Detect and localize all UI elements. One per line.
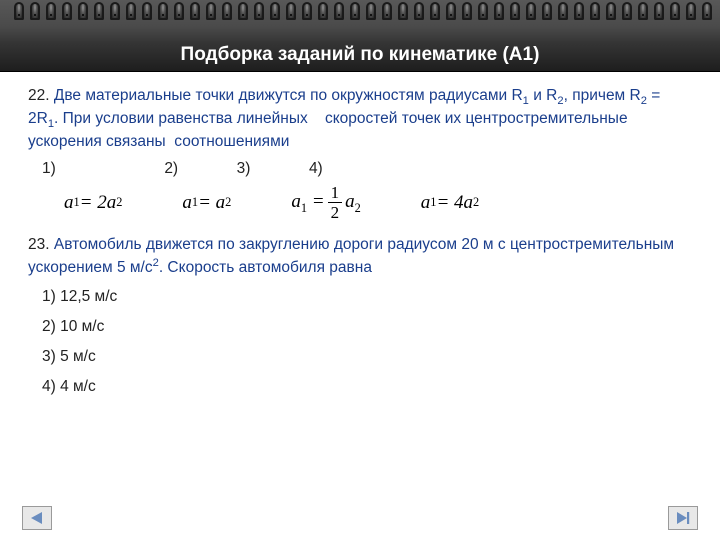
question-22: 22. Две материальные точки движутся по о… (28, 86, 692, 153)
q22-option-labels: 1) 2) 3) 4) (42, 159, 692, 180)
q23-number: 23. (28, 236, 50, 253)
q22-label-4: 4) (309, 159, 323, 180)
fraction-num: 1 (328, 184, 343, 203)
page-title: Подборка заданий по кинематике (А1) (0, 44, 720, 66)
q22-body: Две материальные точки движутся по окруж… (28, 87, 660, 150)
q22-eq-4: a1 = 4a2 (421, 190, 479, 216)
q23-opt-2: 2) 10 м/с (42, 317, 692, 338)
q22-label-1: 1) (42, 159, 160, 180)
q22-label-2: 2) (164, 159, 232, 180)
q22-label-3: 3) (237, 159, 305, 180)
q23-body: Автомобиль движется по закруглению дорог… (28, 236, 674, 276)
q23-opt-1: 1) 12,5 м/с (42, 287, 692, 308)
triangle-left-icon (30, 511, 44, 525)
q22-eq-2: a1 = a2 (182, 190, 231, 216)
q22-eq-3: a1 = 1 2 a2 (291, 184, 360, 221)
triangle-right-bar-icon (675, 511, 691, 525)
fraction-den: 2 (328, 203, 343, 221)
q23-options: 1) 12,5 м/с 2) 10 м/с 3) 5 м/с 4) 4 м/с (42, 287, 692, 398)
q22-eq-3-lhs: a1 = (291, 189, 324, 216)
q22-number: 22. (28, 87, 50, 104)
q22-eq-3-rhs: a2 (345, 189, 361, 216)
q23-opt-4: 4) 4 м/с (42, 377, 692, 398)
fraction: 1 2 (328, 184, 343, 221)
question-23: 23. Автомобиль движется по закруглению д… (28, 235, 692, 279)
prev-button[interactable] (22, 506, 52, 530)
spiral-binding (0, 0, 720, 20)
content-area: 22. Две материальные точки движутся по о… (0, 72, 720, 398)
q22-eq-1: a1 = 2a2 (64, 190, 122, 216)
q23-opt-3: 3) 5 м/с (42, 347, 692, 368)
last-button[interactable] (668, 506, 698, 530)
q22-equations: a1 = 2a2 a1 = a2 a1 = 1 2 a2 a1 = 4a2 (64, 184, 692, 221)
slide-header: Подборка заданий по кинематике (А1) (0, 0, 720, 72)
